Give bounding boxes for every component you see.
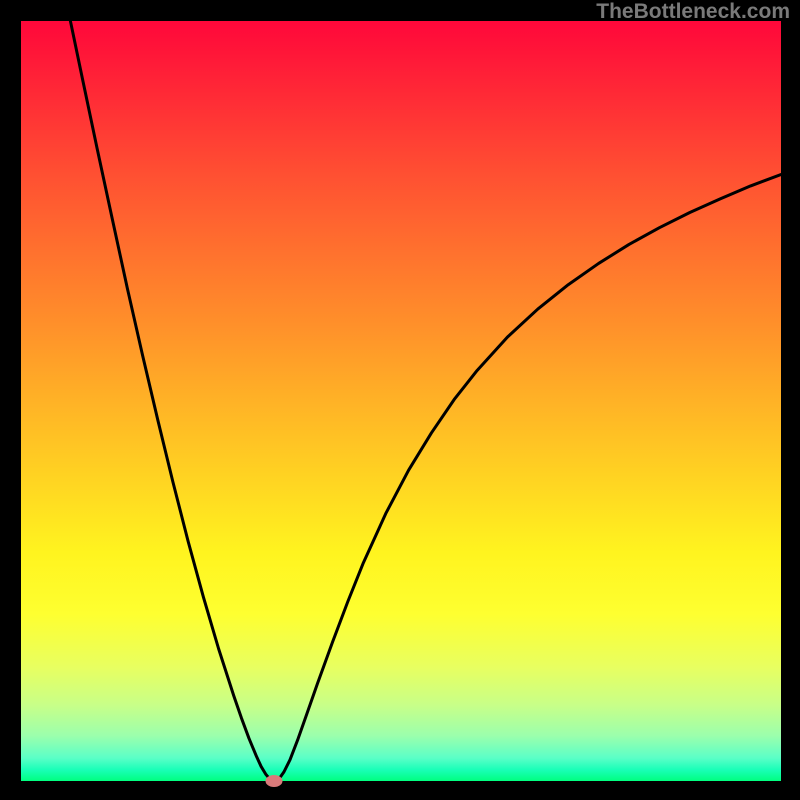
chart-container: TheBottleneck.com [0,0,800,800]
bottleneck-curve [21,21,781,781]
watermark-text: TheBottleneck.com [596,0,790,24]
plot-area [21,21,781,781]
optimal-point-marker [266,775,283,787]
